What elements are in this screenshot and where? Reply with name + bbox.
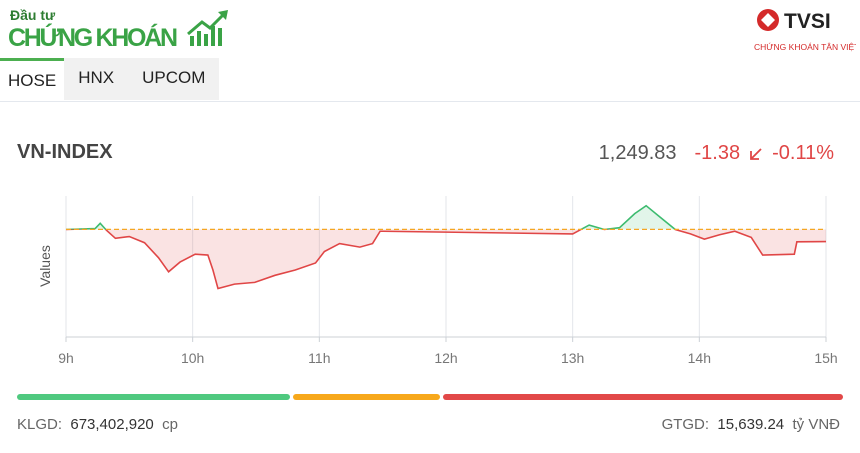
index-name: VN-INDEX xyxy=(17,141,113,163)
x-tick-label: 11h xyxy=(308,350,330,366)
tab[interactable]: UPCOM xyxy=(142,68,206,87)
x-tick-label: 12h xyxy=(434,350,457,366)
down-arrow xyxy=(750,147,762,160)
divider xyxy=(0,101,860,102)
value-unit: tỷ VNĐ xyxy=(792,416,840,433)
tab[interactable]: HOSE xyxy=(0,58,65,102)
volume-value: 673,402,920 xyxy=(70,416,154,433)
x-tick-label: 14h xyxy=(688,350,711,366)
market-breadth xyxy=(17,394,843,400)
volume: KLGD: 673,402,920 cp xyxy=(17,416,178,433)
logo-top: Đầu tư xyxy=(10,7,56,23)
x-tick-label: 10h xyxy=(181,350,204,366)
breadth-segment xyxy=(442,394,843,400)
index-value: 1,249.83 xyxy=(598,142,677,164)
tab[interactable]: HNX xyxy=(78,68,115,87)
x-tick-label: 13h xyxy=(561,350,584,366)
logo: Đầu tư CHỨNG KHOÁN xyxy=(8,7,228,52)
line xyxy=(65,204,827,290)
area xyxy=(66,205,826,289)
index-quote: 1,249.83 -1.38 -0.11% xyxy=(599,142,834,165)
index-change: -1.38 xyxy=(694,142,741,164)
breadth-segment xyxy=(293,394,440,400)
logo-main: CHỨNG KHOÁN xyxy=(8,22,178,52)
index-change-pct: -0.11% xyxy=(772,142,834,164)
value-label: GTGD: xyxy=(661,416,710,433)
x-tick-label: 15h xyxy=(814,350,837,366)
tab-bar: HOSE HNX UPCOM xyxy=(0,58,220,102)
volume-unit: cp xyxy=(162,416,178,433)
partner-tagline: CHỨNG KHOÁN TÂN VIỆT xyxy=(754,42,856,52)
partner-logo: TVSI CHỨNG KHOÁN TÂN VIỆT xyxy=(754,9,856,52)
value-amount: 15,639.24 xyxy=(717,416,785,433)
partner-name: TVSI xyxy=(784,10,831,33)
chart: Values 9h 10h 11h 12h 13h 14h 15h xyxy=(37,196,838,366)
x-tick-label: 9h xyxy=(58,350,74,366)
y-axis-label: Values xyxy=(37,245,53,287)
trade-value: GTGD: 15,639.24 tỷ VNĐ xyxy=(662,416,840,433)
breadth-segment xyxy=(17,394,291,400)
volume-label: KLGD: xyxy=(17,416,63,433)
